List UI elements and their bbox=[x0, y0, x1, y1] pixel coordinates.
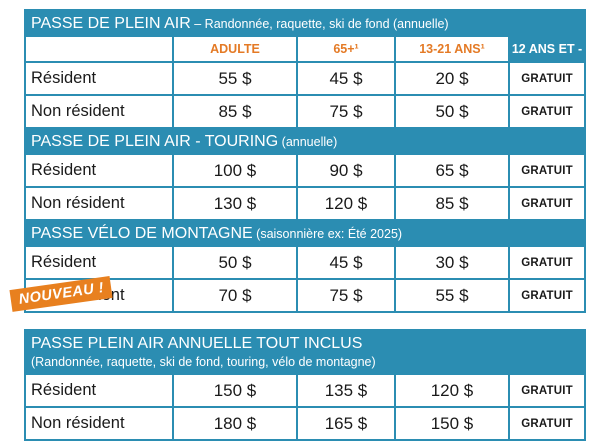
row-label: Résident bbox=[24, 61, 174, 96]
price-adult: 50 $ bbox=[172, 245, 298, 280]
price-senior: 165 $ bbox=[296, 406, 396, 441]
price-child: GRATUIT bbox=[507, 373, 587, 408]
column-header-empty bbox=[24, 35, 174, 63]
row-label: Non résident bbox=[24, 406, 174, 441]
table-row: Non résident 180 $ 165 $ 150 $ GRATUIT bbox=[24, 406, 587, 441]
price-child: GRATUIT bbox=[507, 245, 587, 280]
price-adult: 130 $ bbox=[172, 186, 298, 221]
price-adult: 85 $ bbox=[172, 94, 298, 129]
price-senior: 45 $ bbox=[296, 245, 396, 280]
row-label: Résident bbox=[24, 245, 174, 280]
section-subtitle: – Randonnée, raquette, ski de fond (annu… bbox=[190, 17, 449, 31]
column-header-adult: ADULTE bbox=[172, 35, 298, 63]
section-header-velo: PASSE VÉLO DE MONTAGNE (saisonnière ex: … bbox=[23, 219, 587, 247]
price-senior: 75 $ bbox=[296, 278, 396, 313]
price-youth: 20 $ bbox=[394, 61, 510, 96]
section-subtitle: (annuelle) bbox=[278, 135, 338, 149]
section-subtitle: (Randonnée, raquette, ski de fond, touri… bbox=[31, 354, 376, 369]
table-row: Résident 150 $ 135 $ 120 $ GRATUIT bbox=[24, 373, 587, 408]
price-child: GRATUIT bbox=[507, 61, 587, 96]
price-youth: 30 $ bbox=[394, 245, 510, 280]
price-adult: 180 $ bbox=[172, 406, 298, 441]
price-youth: 55 $ bbox=[394, 278, 510, 313]
section-header-tout-inclus: PASSE PLEIN AIR ANNUELLE TOUT INCLUS (Ran… bbox=[23, 329, 587, 375]
price-youth: 120 $ bbox=[394, 373, 510, 408]
section-header-plein-air: PASSE DE PLEIN AIR – Randonnée, raquette… bbox=[23, 9, 587, 37]
section-title: PASSE DE PLEIN AIR bbox=[31, 15, 191, 32]
price-senior: 120 $ bbox=[296, 186, 396, 221]
table-row: Résident 100 $ 90 $ 65 $ GRATUIT bbox=[24, 153, 587, 188]
price-senior: 45 $ bbox=[296, 61, 396, 96]
price-child: GRATUIT bbox=[507, 186, 587, 221]
section-title: PASSE DE PLEIN AIR - TOURING bbox=[31, 133, 279, 150]
table-row: Résident 50 $ 45 $ 30 $ GRATUIT bbox=[24, 245, 587, 280]
price-youth: 85 $ bbox=[394, 186, 510, 221]
price-senior: 90 $ bbox=[296, 153, 396, 188]
column-header-row: ADULTE 65+¹ 13-21 ANS¹ 12 ANS ET - bbox=[24, 35, 587, 63]
row-label: Non résident bbox=[24, 186, 174, 221]
price-senior: 75 $ bbox=[296, 94, 396, 129]
section-subtitle: (saisonnière ex: Été 2025) bbox=[252, 227, 403, 241]
row-label: Résident bbox=[24, 373, 174, 408]
price-child: GRATUIT bbox=[507, 406, 587, 441]
row-label: Non résident bbox=[24, 94, 174, 129]
price-youth: 150 $ bbox=[394, 406, 510, 441]
table-row: Résident 55 $ 45 $ 20 $ GRATUIT bbox=[24, 61, 587, 96]
price-adult: 100 $ bbox=[172, 153, 298, 188]
table-row: Non résident 85 $ 75 $ 50 $ GRATUIT bbox=[24, 94, 587, 129]
row-label: Résident bbox=[24, 153, 174, 188]
price-senior: 135 $ bbox=[296, 373, 396, 408]
column-header-child: 12 ANS ET - bbox=[507, 35, 587, 63]
section-title: PASSE PLEIN AIR ANNUELLE TOUT INCLUS bbox=[31, 334, 363, 352]
section-title: PASSE VÉLO DE MONTAGNE bbox=[31, 225, 253, 242]
price-child: GRATUIT bbox=[507, 94, 587, 129]
table-row: Non résident 130 $ 120 $ 85 $ GRATUIT bbox=[24, 186, 587, 221]
price-youth: 50 $ bbox=[394, 94, 510, 129]
price-child: GRATUIT bbox=[507, 153, 587, 188]
section-header-touring: PASSE DE PLEIN AIR - TOURING (annuelle) bbox=[23, 127, 587, 155]
price-adult: 55 $ bbox=[172, 61, 298, 96]
section-gap bbox=[24, 313, 584, 329]
price-child: GRATUIT bbox=[507, 278, 587, 313]
price-adult: 70 $ bbox=[172, 278, 298, 313]
pricing-table-all-inclusive: PASSE PLEIN AIR ANNUELLE TOUT INCLUS (Ran… bbox=[23, 329, 587, 441]
price-adult: 150 $ bbox=[172, 373, 298, 408]
column-header-youth: 13-21 ANS¹ bbox=[394, 35, 510, 63]
pricing-table-container: PASSE DE PLEIN AIR – Randonnée, raquette… bbox=[23, 9, 587, 441]
price-youth: 65 $ bbox=[394, 153, 510, 188]
pricing-table: PASSE DE PLEIN AIR – Randonnée, raquette… bbox=[23, 9, 587, 313]
column-header-senior: 65+¹ bbox=[296, 35, 396, 63]
